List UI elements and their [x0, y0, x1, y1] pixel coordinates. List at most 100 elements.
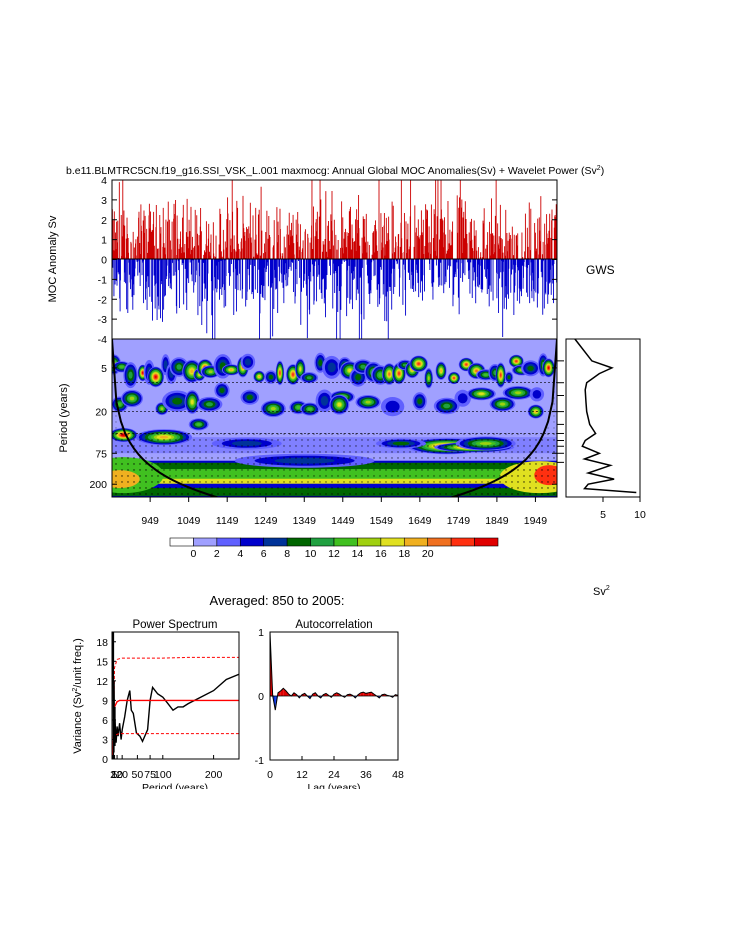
- colorbar-label: 16: [375, 548, 387, 560]
- autocorrelation-segment: [363, 692, 366, 696]
- wavelet-x-tick-label: 1049: [177, 515, 201, 527]
- wavelet-x-tick-label: 1849: [485, 515, 509, 527]
- anomaly-y-tick-label: 3: [101, 195, 107, 207]
- anomaly-y-tick-label: -2: [98, 294, 107, 306]
- autocorrelation-x-ticks: 0 12 24 36 48: [267, 756, 404, 781]
- wavelet-blob: [499, 402, 506, 406]
- anomaly-y-axis-label: MOC Anomaly Sv: [47, 215, 59, 302]
- significance-line: [112, 733, 239, 759]
- colorbar-swatch: [169, 537, 194, 547]
- wavelet-blob: [337, 402, 342, 407]
- wavelet-blob: [427, 376, 430, 381]
- power-spectrum-x-tick-label: 50: [132, 769, 144, 781]
- wavelet-x-tick-label: 1149: [216, 515, 239, 527]
- colorbar-swatch: [286, 537, 311, 547]
- wavelet-blob: [320, 395, 329, 406]
- bottom-mask: [60, 789, 460, 801]
- wavelet-blob: [296, 405, 301, 409]
- wavelet-blob: [532, 390, 542, 399]
- colorbar-label: 18: [398, 548, 410, 560]
- wavelet-blob: [348, 368, 352, 373]
- wavelet-y-tick-label: 5: [101, 363, 107, 375]
- wavelet-blob: [465, 363, 468, 366]
- wavelet-x-tick-label: 1749: [447, 515, 471, 527]
- anomaly-bars: [112, 180, 557, 339]
- colorbar-label: 20: [422, 548, 434, 560]
- anomaly-y-tick-label: -1: [98, 274, 107, 286]
- wavelet-blob: [355, 374, 361, 381]
- wavelet-panel: 5 20 75 200 949 1049 1149 1249 1349 1449 1549 1649…: [58, 338, 564, 527]
- autocorrelation-area: [269, 631, 399, 711]
- wavelet-blob: [176, 364, 182, 370]
- power-spectrum-lines: [112, 632, 239, 759]
- wavelet-blob: [453, 377, 455, 379]
- anomaly-y-tick-label: 1: [101, 235, 107, 247]
- wavelet-x-tick-label: 1549: [370, 515, 394, 527]
- wavelet-blob: [478, 392, 484, 395]
- autocorrelation-x-tick-label: 24: [328, 769, 340, 781]
- anomaly-y-tick-label: -3: [98, 314, 107, 326]
- cone-hatch: [112, 339, 557, 497]
- wavelet-blob: [229, 368, 233, 371]
- power-spectrum-y-tick-label: 15: [96, 656, 108, 668]
- wavelet-blob: [163, 360, 168, 370]
- wavelet-blob: [388, 372, 391, 376]
- colorbar-swatch: [333, 537, 358, 547]
- wavelet-x-tick-label: 1649: [408, 515, 432, 527]
- anomaly-panel: 4 3 2 1 0 -1 -2 -3 -4 MOC Anomaly Sv: [47, 175, 558, 346]
- wavelet-blob: [507, 375, 511, 380]
- wavelet-blob: [196, 423, 201, 426]
- autocorrelation-segment: [280, 688, 284, 696]
- wavelet-blob: [306, 376, 312, 380]
- colorbar-label: 12: [328, 548, 340, 560]
- wavelet-blob: [190, 369, 194, 374]
- autocorrelation-title: Autocorrelation: [295, 619, 372, 631]
- power-spectrum-x-tick-label: 5: [112, 769, 118, 781]
- gws-series-line: [574, 338, 637, 494]
- figure-title: b.e11.BLMTRC5CN.f19_g16.SSI_VSK_L.001 ma…: [66, 165, 604, 177]
- wavelet-blob: [417, 362, 420, 365]
- wavelet-blob: [117, 402, 122, 407]
- colorbar-swatch: [310, 537, 335, 547]
- wavelet-blob: [534, 410, 538, 413]
- positive-anomaly-bars: [112, 180, 557, 260]
- wavelet-x-tick-label: 1449: [331, 515, 355, 527]
- power-spectrum-x-tick-label: 200: [205, 769, 223, 781]
- wavelet-blob: [515, 360, 518, 363]
- wavelet-blob: [378, 372, 383, 378]
- wavelet-blob: [385, 400, 400, 413]
- colorbar-swatch: [427, 537, 452, 547]
- power-spectrum-y-tick-label: 18: [96, 637, 108, 649]
- wavelet-blob: [206, 402, 213, 407]
- power-spectrum-y-tick-label: 3: [102, 734, 108, 746]
- autocorrelation-x-tick-label: 48: [392, 769, 404, 781]
- wavelet-y-tick-label: 200: [89, 479, 107, 491]
- negative-anomaly-bars: [112, 259, 557, 339]
- wavelet-blob: [417, 398, 423, 405]
- wavelet-x-tick-label: 1349: [293, 515, 317, 527]
- wavelet-blob: [360, 364, 366, 369]
- wavelet-blob: [160, 407, 164, 411]
- wavelet-blob: [515, 391, 522, 395]
- gws-line: [574, 338, 637, 494]
- wavelet-blob: [279, 371, 281, 375]
- wavelet-blob: [327, 362, 336, 373]
- power-spectrum-y-axis-label: Variance (Sv2/unit freq.): [72, 638, 84, 754]
- autocorrelation-y-tick-label: 1: [258, 627, 264, 639]
- gws-x-tick-label: 5: [600, 509, 606, 521]
- colorbar-swatch: [403, 537, 429, 547]
- colorbar-label: 0: [191, 548, 197, 560]
- wavelet-blob: [307, 407, 313, 411]
- power-spectrum-x-tick-label: 75: [144, 769, 156, 781]
- wavelet-blob: [129, 396, 135, 401]
- wavelet-x-tick-label: 1249: [254, 515, 278, 527]
- anomaly-y-tick-label: 0: [101, 255, 107, 267]
- wavelet-blob: [172, 397, 183, 405]
- colorbar-swatch: [193, 537, 218, 547]
- autocorrelation-panel: Autocorrelation -101 0 12 24 36 48 Lag (year…: [255, 619, 404, 794]
- wavelet-y-axis-label: Period (years): [58, 383, 70, 452]
- colorbar-label: 2: [214, 548, 220, 560]
- colorbar-swatch: [450, 537, 475, 547]
- wavelet-blob: [128, 371, 133, 379]
